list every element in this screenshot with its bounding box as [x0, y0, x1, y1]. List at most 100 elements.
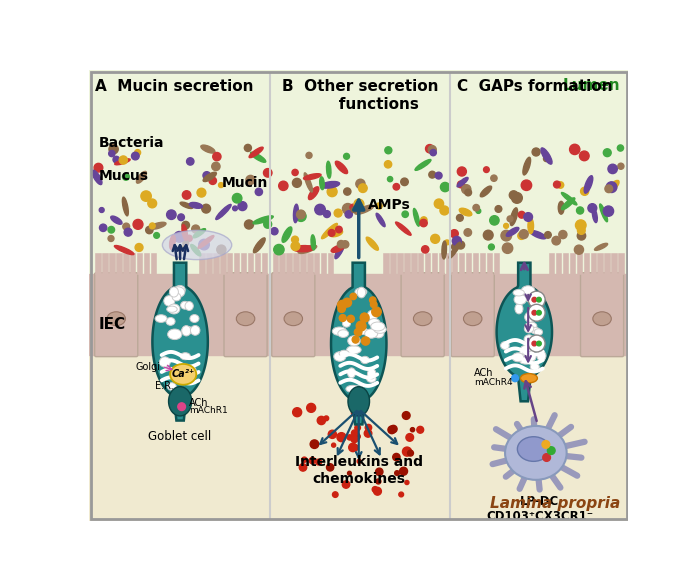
Circle shape [370, 301, 377, 308]
Circle shape [429, 171, 435, 178]
Circle shape [416, 426, 424, 433]
Circle shape [307, 404, 316, 412]
Circle shape [402, 412, 410, 419]
Ellipse shape [321, 181, 340, 188]
Bar [591, 253, 596, 274]
Ellipse shape [352, 386, 364, 393]
Text: mAChR1: mAChR1 [189, 406, 228, 415]
Bar [109, 253, 115, 274]
Circle shape [357, 459, 361, 463]
Ellipse shape [513, 290, 524, 296]
Circle shape [388, 177, 393, 182]
Circle shape [328, 229, 335, 236]
Circle shape [617, 145, 624, 151]
Circle shape [395, 471, 400, 476]
Circle shape [291, 242, 300, 250]
Ellipse shape [346, 386, 359, 393]
Ellipse shape [122, 197, 128, 216]
Ellipse shape [249, 147, 263, 158]
Circle shape [246, 176, 255, 184]
Ellipse shape [608, 180, 619, 191]
Circle shape [154, 233, 160, 238]
Ellipse shape [592, 208, 597, 222]
Circle shape [141, 191, 151, 201]
Circle shape [570, 144, 580, 154]
Circle shape [174, 232, 185, 242]
Circle shape [296, 211, 306, 222]
Bar [206, 253, 211, 274]
Circle shape [232, 206, 237, 211]
Ellipse shape [174, 375, 185, 383]
Bar [598, 253, 603, 274]
Circle shape [292, 236, 298, 243]
Bar [486, 253, 492, 274]
Circle shape [293, 408, 302, 417]
Ellipse shape [309, 187, 319, 199]
Circle shape [132, 152, 139, 160]
Text: Golgi: Golgi [135, 362, 160, 371]
Ellipse shape [334, 352, 346, 362]
Bar [549, 253, 554, 274]
Ellipse shape [114, 246, 134, 254]
Circle shape [113, 156, 120, 163]
Circle shape [297, 210, 305, 219]
Ellipse shape [521, 285, 535, 296]
Circle shape [316, 459, 321, 465]
Ellipse shape [181, 367, 193, 378]
Bar [432, 253, 438, 274]
Circle shape [618, 163, 624, 169]
Ellipse shape [149, 222, 166, 229]
Circle shape [430, 235, 440, 243]
Ellipse shape [356, 328, 368, 335]
Circle shape [349, 443, 357, 452]
Ellipse shape [304, 174, 321, 180]
Circle shape [217, 245, 226, 254]
Circle shape [337, 433, 346, 442]
Ellipse shape [160, 357, 170, 367]
Circle shape [244, 144, 251, 152]
Ellipse shape [525, 322, 537, 331]
Text: Mucin: Mucin [222, 177, 268, 190]
Circle shape [334, 209, 342, 217]
Ellipse shape [169, 287, 178, 297]
Circle shape [347, 472, 351, 475]
Circle shape [274, 245, 284, 255]
Ellipse shape [181, 301, 189, 309]
Ellipse shape [169, 387, 192, 416]
Circle shape [356, 321, 366, 331]
Text: Ca²⁺: Ca²⁺ [172, 369, 195, 379]
Ellipse shape [331, 245, 344, 252]
Ellipse shape [168, 304, 180, 314]
Circle shape [279, 181, 288, 191]
Ellipse shape [282, 227, 292, 242]
Circle shape [238, 202, 247, 211]
Bar [90, 274, 629, 355]
Circle shape [338, 305, 345, 312]
Bar [425, 253, 430, 274]
Circle shape [457, 167, 466, 176]
Circle shape [342, 204, 353, 214]
Circle shape [450, 230, 459, 238]
Circle shape [135, 243, 143, 252]
Text: AMPs: AMPs [368, 198, 411, 212]
Bar [321, 253, 326, 274]
Bar [95, 253, 101, 274]
Circle shape [495, 205, 502, 212]
Circle shape [271, 228, 278, 235]
Circle shape [452, 236, 461, 246]
Circle shape [428, 146, 436, 154]
Ellipse shape [525, 312, 536, 322]
Circle shape [557, 182, 564, 188]
Ellipse shape [368, 310, 378, 320]
Ellipse shape [463, 312, 482, 326]
Circle shape [410, 428, 414, 432]
Circle shape [300, 464, 307, 471]
Circle shape [393, 184, 400, 190]
Ellipse shape [330, 230, 342, 237]
Ellipse shape [298, 245, 316, 253]
FancyBboxPatch shape [401, 273, 444, 357]
Ellipse shape [293, 204, 298, 223]
Circle shape [522, 180, 532, 191]
Ellipse shape [442, 241, 447, 259]
Ellipse shape [371, 322, 385, 331]
